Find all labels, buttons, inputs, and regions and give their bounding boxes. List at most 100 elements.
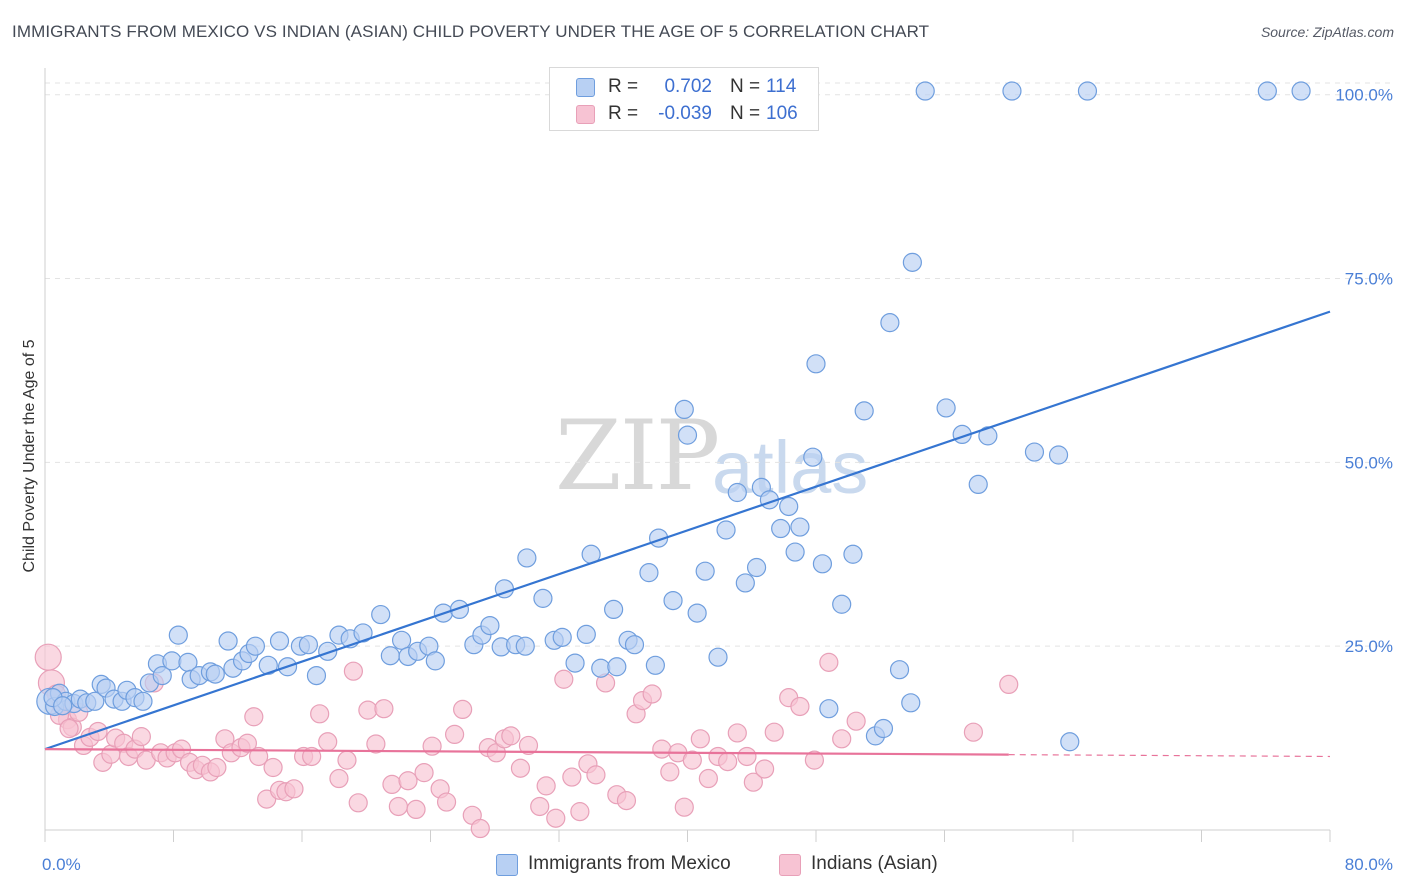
data-point (348, 793, 368, 813)
data-point (371, 604, 391, 625)
data-point (337, 750, 357, 770)
data-point (803, 447, 823, 467)
data-point (554, 669, 574, 689)
x-tick-label-min: 0.0% (42, 855, 81, 874)
data-point (999, 674, 1019, 695)
data-point (695, 561, 715, 581)
legend-r-label: R = (608, 103, 639, 124)
data-point (790, 696, 810, 717)
data-point (237, 733, 257, 753)
data-point (716, 520, 736, 540)
data-point (510, 758, 531, 778)
data-point (425, 651, 445, 671)
data-point (873, 718, 894, 739)
data-point (205, 664, 225, 684)
data-point (207, 757, 227, 778)
data-point (936, 398, 956, 418)
data-point (674, 797, 694, 817)
legend-n-label: N = (730, 103, 761, 124)
legend-row-mexico: R = 0.702 N = 114 (550, 74, 818, 100)
trend-lines (44, 310, 1331, 758)
data-point (854, 401, 874, 421)
trend-line-indians-extension (1008, 754, 1331, 758)
data-point (570, 802, 590, 822)
legend-row-indians: R = -0.039 N = 106 (550, 101, 818, 127)
data-point (53, 696, 73, 716)
data-point (218, 631, 238, 651)
y-tick-label: 100.0% (1335, 86, 1393, 105)
data-point (660, 762, 680, 782)
data-point (470, 818, 490, 839)
data-point (1002, 81, 1022, 101)
data-point (565, 653, 585, 673)
data-point (85, 691, 105, 711)
data-point (562, 767, 582, 787)
data-point (790, 517, 810, 537)
source-credit: Source: ZipAtlas.com (1260, 24, 1394, 40)
data-point (889, 660, 910, 680)
legend-swatch-blue (496, 854, 518, 876)
data-point (645, 655, 665, 675)
data-point (846, 711, 866, 731)
data-point (785, 542, 805, 562)
data-point (727, 723, 747, 743)
legend-r-value: 0.702 (664, 76, 712, 97)
data-point (406, 799, 426, 820)
data-point (34, 643, 62, 671)
series-indians-asian-points (34, 643, 1019, 839)
data-point (843, 544, 863, 564)
data-point (422, 736, 442, 756)
data-point (284, 779, 304, 799)
legend-swatch-pink (779, 854, 801, 876)
legend-r-label: R = (608, 76, 639, 97)
data-point (449, 599, 470, 620)
data-point (398, 771, 418, 791)
data-point (591, 658, 611, 678)
data-point (832, 729, 852, 749)
data-point (708, 647, 728, 667)
watermark-zip: ZIP (555, 400, 720, 512)
data-point (343, 661, 363, 681)
data-point (804, 750, 824, 770)
data-point (576, 624, 596, 645)
data-point (1048, 445, 1069, 465)
data-point (501, 726, 521, 746)
data-point (530, 796, 550, 817)
data-point (690, 729, 710, 749)
series-legend: Immigrants from Mexico Indians (Asian) (0, 852, 1406, 878)
data-point (414, 763, 434, 783)
data-point (880, 313, 900, 333)
data-point (746, 557, 767, 578)
data-point (604, 599, 624, 620)
data-point (310, 704, 330, 724)
data-point (718, 752, 738, 772)
data-point (687, 603, 707, 623)
data-point (963, 722, 984, 742)
data-point (779, 496, 799, 517)
grid-lines (45, 82, 1390, 647)
data-point (318, 641, 338, 661)
y-tick-label: 75.0% (1345, 270, 1393, 289)
data-point (480, 615, 500, 636)
data-point (391, 630, 412, 650)
legend-swatch-pink (576, 105, 595, 124)
legend-label-indians: Indians (Asian) (811, 853, 938, 874)
data-point (388, 796, 408, 817)
legend-n-value: 106 (766, 103, 798, 124)
chart-title: IMMIGRANTS FROM MEXICO VS INDIAN (ASIAN)… (12, 22, 930, 41)
data-point (131, 727, 151, 747)
data-point (968, 474, 988, 495)
data-point (329, 768, 349, 789)
data-point (306, 665, 327, 686)
data-point (518, 735, 539, 756)
data-point (244, 707, 264, 727)
data-point (358, 700, 378, 720)
data-point (382, 774, 402, 795)
y-tick-label: 50.0% (1345, 453, 1393, 472)
data-point (727, 482, 747, 503)
data-point (1024, 442, 1045, 462)
data-point (269, 631, 290, 651)
axes (44, 68, 1331, 842)
data-point (536, 776, 556, 796)
